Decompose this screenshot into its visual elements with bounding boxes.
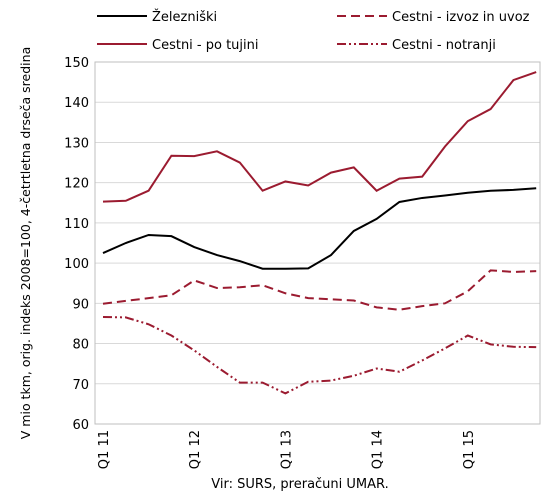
y-tick-label: 130 bbox=[64, 136, 89, 151]
legend-label: Železniški bbox=[152, 9, 217, 25]
x-tick-label: Q1 15 bbox=[462, 430, 477, 469]
series-line bbox=[102, 71, 537, 203]
legend-label: Cestni - notranji bbox=[392, 38, 496, 53]
y-tick-label: 90 bbox=[72, 297, 89, 312]
legend-label: Cestni - po tujini bbox=[152, 38, 259, 53]
series-line bbox=[102, 187, 537, 270]
series-line bbox=[102, 316, 537, 395]
y-tick-label: 60 bbox=[72, 418, 89, 433]
y-tick-label: 70 bbox=[72, 378, 89, 393]
x-tick-label: Q1 13 bbox=[279, 430, 294, 469]
y-tick-label: 80 bbox=[72, 338, 89, 353]
y-tick-label: 150 bbox=[64, 56, 89, 71]
y-tick-label: 120 bbox=[64, 177, 89, 192]
y-tick-label: 110 bbox=[64, 217, 89, 232]
x-tick-label: Q1 12 bbox=[188, 430, 203, 469]
y-axis-label: V mio tkm, orig. indeks 2008=100, 4-četr… bbox=[18, 47, 33, 439]
x-tick-label: Q1 11 bbox=[97, 430, 112, 469]
plot-frame bbox=[94, 61, 541, 425]
source: Vir: SURS, preračuni UMAR. bbox=[211, 477, 388, 492]
y-tick-label: 100 bbox=[64, 257, 89, 272]
legend-label: Cestni - izvoz in uvoz bbox=[392, 10, 530, 25]
x-tick-label: Q1 14 bbox=[371, 430, 386, 469]
y-tick-label: 140 bbox=[64, 96, 89, 111]
series-line bbox=[102, 269, 537, 311]
